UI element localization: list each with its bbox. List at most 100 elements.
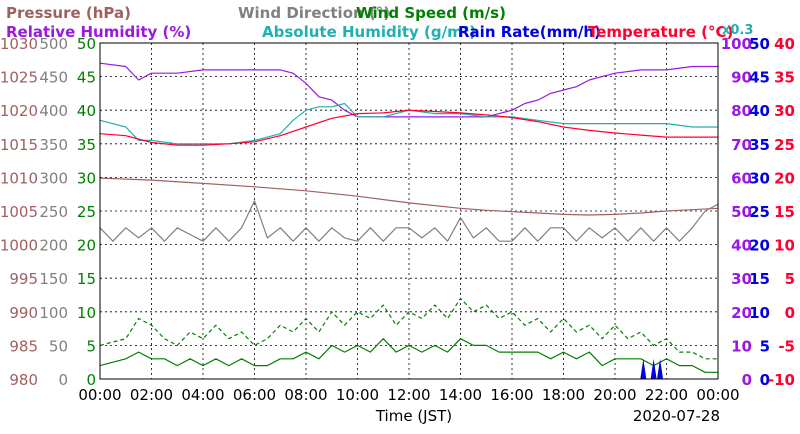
legend-item: Pressure (hPa) (6, 4, 131, 22)
y-tick-label-temperature: -10 (768, 371, 795, 389)
y-tick-label-humidity: 30 (731, 270, 752, 288)
y-tick-label-rain-rate: 35 (749, 136, 770, 154)
y-tick-label-rain-rate: 10 (749, 304, 770, 322)
x-tick-label: 18:00 (542, 386, 585, 404)
y-tick-label-pressure: 1030 (0, 35, 38, 53)
y-tick-label-pressure: 980 (9, 371, 38, 389)
legend-item: Wind Direction (°) (238, 4, 390, 22)
legend-item: Rain Rate(mm/h) (458, 23, 601, 41)
y-tick-label-pressure: 1025 (0, 69, 38, 87)
y-tick-label-wind-direction: 100 (39, 304, 68, 322)
x-axis-title: Time (JST) (375, 407, 452, 425)
y-tick-label-wind-speed: 50 (77, 35, 96, 53)
y-tick-label-wind-speed: 10 (77, 304, 96, 322)
y-tick-label-pressure: 995 (9, 270, 38, 288)
series-layer (99, 62, 719, 379)
y-tick-label-pressure: 1005 (0, 203, 38, 221)
y-tick-label-humidity: 20 (731, 304, 752, 322)
rain-rate-spike (650, 358, 657, 379)
y-tick-label-temperature: 20 (774, 169, 795, 187)
y-tick-label-wind-speed: 5 (86, 337, 96, 355)
y-tick-label-wind-speed: 35 (77, 136, 96, 154)
y-tick-label-temperature: 15 (774, 203, 795, 221)
y-tick-label-humidity: 50 (731, 203, 752, 221)
y-tick-label-temperature: 0 (785, 304, 795, 322)
abs-humidity-scale-note: x0.3 (722, 23, 753, 38)
y-tick-label-wind-direction: 450 (39, 69, 68, 87)
y-tick-label-rain-rate: 20 (749, 237, 770, 255)
y-tick-label-wind-speed: 20 (77, 237, 96, 255)
y-tick-label-humidity: 90 (731, 69, 752, 87)
x-tick-label: 16:00 (490, 386, 533, 404)
y-tick-label-temperature: 30 (774, 102, 795, 120)
y-tick-label-temperature: 10 (774, 237, 795, 255)
y-tick-label-wind-direction: 150 (39, 270, 68, 288)
y-tick-label-humidity: 80 (731, 102, 752, 120)
y-tick-label-humidity: 0 (742, 371, 752, 389)
y-tick-label-wind-direction: 250 (39, 203, 68, 221)
legend-item: Wind Speed (m/s) (356, 4, 506, 22)
y-tick-label-wind-direction: 300 (39, 169, 68, 187)
y-tick-label-wind-direction: 400 (39, 102, 68, 120)
y-tick-label-humidity: 40 (731, 237, 752, 255)
series-line-absolute-humidity-g-m (99, 102, 718, 145)
y-tick-label-rain-rate: 25 (749, 203, 770, 221)
y-tick-label-rain-rate: 0 (760, 371, 770, 389)
x-tick-label: 22:00 (645, 386, 688, 404)
y-tick-label-pressure: 1000 (0, 237, 38, 255)
series-line-wind-speed-m-s-avg (99, 338, 718, 373)
y-tick-label-rain-rate: 5 (760, 337, 770, 355)
y-tick-label-wind-direction: 200 (39, 237, 68, 255)
x-tick-label: 02:00 (130, 386, 173, 404)
y-tick-label-rain-rate: 30 (749, 169, 770, 187)
rain-rate-spike (640, 358, 647, 379)
y-tick-label-humidity: 10 (731, 337, 752, 355)
x-tick-label: 04:00 (181, 386, 224, 404)
y-tick-label-rain-rate: 50 (749, 35, 770, 53)
legend: Pressure (hPa) Wind Direction (°)Wind Spe… (6, 4, 753, 41)
x-tick-label: 00:00 (696, 386, 739, 404)
y-tick-label-humidity: 70 (731, 136, 752, 154)
series-line-temperature-c (99, 109, 718, 146)
y-tick-label-temperature: 25 (774, 136, 795, 154)
y-tick-label-wind-speed: 30 (77, 169, 96, 187)
legend-item: Absolute Humidity (g/m³) (262, 23, 476, 41)
y-tick-label-wind-speed: 0 (86, 371, 96, 389)
series-line-pressure-hpa (99, 177, 719, 216)
rain-rate-spike (657, 358, 664, 379)
y-tick-label-temperature: 40 (774, 35, 795, 53)
y-tick-label-wind-direction: 50 (49, 337, 68, 355)
y-tick-label-rain-rate: 15 (749, 270, 770, 288)
y-tick-label-pressure: 985 (9, 337, 38, 355)
y-tick-label-wind-speed: 40 (77, 102, 96, 120)
y-tick-label-pressure: 1010 (0, 169, 38, 187)
y-tick-label-rain-rate: 45 (749, 69, 770, 87)
y-tick-label-wind-direction: 500 (39, 35, 68, 53)
legend-item: Temperature (°C) (588, 23, 733, 41)
y-tick-label-wind-speed: 15 (77, 270, 96, 288)
x-tick-label: 00:00 (78, 386, 121, 404)
plot-frame (99, 42, 719, 380)
y-tick-label-pressure: 1020 (0, 102, 38, 120)
x-tick-label: 14:00 (439, 386, 482, 404)
y-tick-label-temperature: -5 (778, 337, 795, 355)
y-tick-label-humidity: 100 (721, 35, 752, 53)
y-tick-label-temperature: 35 (774, 69, 795, 87)
series-line-wind-direction (99, 200, 719, 242)
y-tick-label-humidity: 60 (731, 169, 752, 187)
y-tick-label-wind-direction: 350 (39, 136, 68, 154)
y-tick-label-rain-rate: 40 (749, 102, 770, 120)
date-label: 2020-07-28 (633, 407, 720, 425)
x-tick-label: 10:00 (336, 386, 379, 404)
grid (100, 43, 718, 379)
y-tick-label-pressure: 990 (9, 304, 38, 322)
x-axis: 00:00 02:00 04:00 06:00 08:00 10:00 12:00 14:00… (78, 386, 739, 425)
series-line-wind-speed-m-s-max (99, 297, 718, 360)
x-tick-label: 08:00 (284, 386, 327, 404)
y-tick-label-wind-speed: 45 (77, 69, 96, 87)
y-tick-label-wind-direction: 0 (58, 371, 68, 389)
x-tick-label: 06:00 (233, 386, 276, 404)
legend-item: Relative Humidity (%) (6, 23, 191, 41)
